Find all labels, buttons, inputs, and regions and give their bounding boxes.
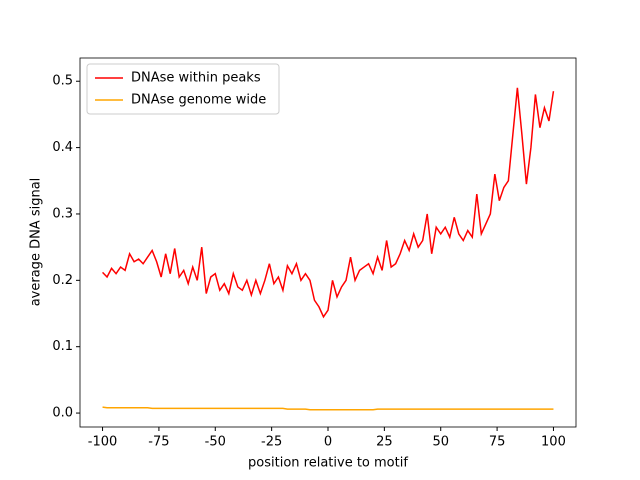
y-tick-label: 0.3	[52, 206, 73, 221]
y-tick-label: 0.4	[52, 140, 73, 155]
x-tick-label: -100	[88, 435, 118, 450]
x-tick-label: 0	[324, 435, 332, 450]
legend-label: DNAse within peaks	[131, 71, 261, 86]
y-axis-label: average DNA signal	[29, 178, 44, 307]
series-line	[102, 87, 555, 319]
x-tick-label: 100	[541, 435, 566, 450]
y-tick-label: 0.5	[52, 74, 73, 89]
x-tick-label: -25	[261, 435, 282, 450]
x-tick-label: 75	[489, 435, 506, 450]
x-tick-label: 50	[432, 435, 449, 450]
y-tick-label: 0.1	[52, 339, 73, 354]
x-axis-label: position relative to motif	[248, 456, 408, 471]
legend-label: DNAse genome wide	[131, 93, 266, 108]
y-tick-label: 0.0	[52, 406, 73, 421]
legend-box	[86, 63, 280, 115]
x-tick-label: -50	[205, 435, 226, 450]
series-line	[102, 406, 554, 411]
plot-frame	[79, 57, 577, 428]
x-tick-label: 25	[376, 435, 393, 450]
y-tick-label: 0.2	[52, 273, 73, 288]
x-tick-label: -75	[148, 435, 169, 450]
